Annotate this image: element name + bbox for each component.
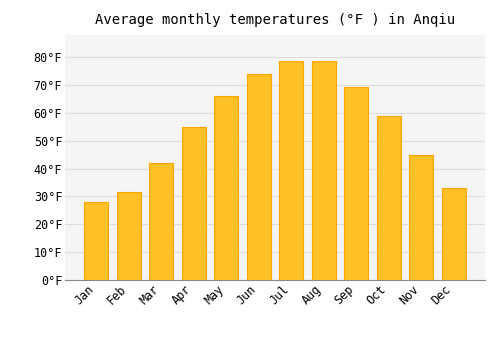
Bar: [376, 116, 401, 280]
Bar: [182, 127, 206, 280]
Bar: [279, 62, 303, 280]
Bar: [214, 96, 238, 280]
Title: Average monthly temperatures (°F ) in Anqiu: Average monthly temperatures (°F ) in An…: [95, 13, 455, 27]
Bar: [409, 155, 434, 280]
Bar: [149, 163, 174, 280]
Bar: [116, 192, 141, 280]
Bar: [344, 86, 368, 280]
Bar: [84, 202, 108, 280]
Bar: [312, 62, 336, 280]
Bar: [442, 188, 466, 280]
Bar: [246, 74, 271, 280]
